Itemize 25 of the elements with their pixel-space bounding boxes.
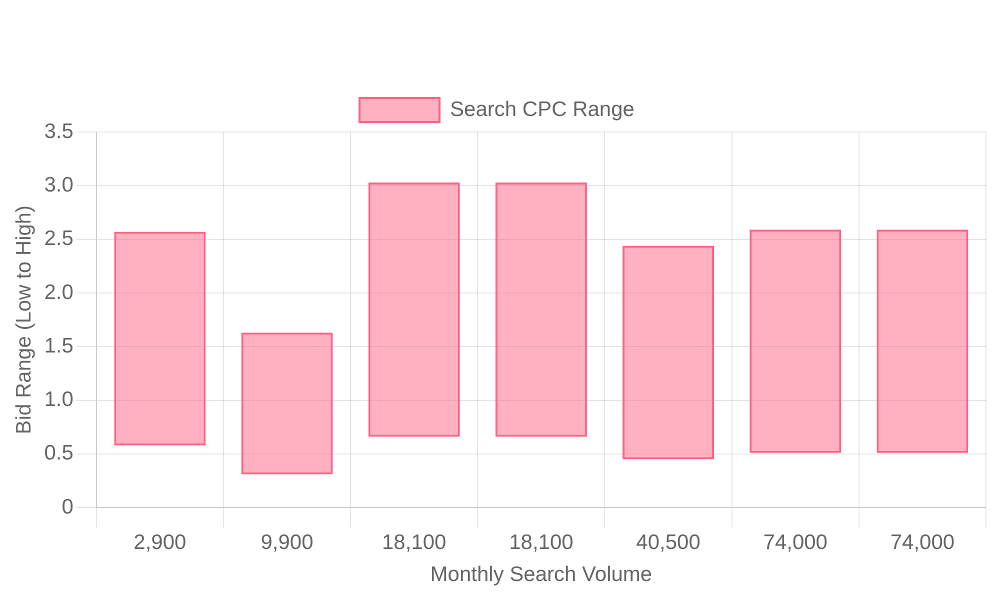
bar <box>750 230 842 453</box>
bar <box>495 182 587 437</box>
bar <box>114 232 206 446</box>
bar <box>368 182 460 437</box>
y-tick-label: 3.5 <box>44 120 74 143</box>
y-tick-label: 1.5 <box>44 334 74 358</box>
bar <box>876 230 968 453</box>
x-tick-label: 40,500 <box>636 530 700 554</box>
y-tick-label: 3.0 <box>44 173 74 196</box>
y-tick-label: 0.5 <box>44 442 74 465</box>
bar <box>622 246 714 460</box>
y-tick-label: 2.5 <box>44 227 74 250</box>
x-tick-label: 18,100 <box>382 530 446 554</box>
x-tick-label: 18,100 <box>509 530 574 554</box>
y-tick-label: 2.0 <box>44 280 74 304</box>
bar <box>241 332 333 474</box>
y-tick-label: 1.0 <box>44 388 74 412</box>
x-tick-label: 74,000 <box>763 530 828 554</box>
legend-label: Search CPC Range <box>450 98 634 121</box>
x-tick-label: 74,000 <box>890 530 955 554</box>
x-axis-title: Monthly Search Volume <box>430 563 652 586</box>
y-axis-title: Bid Range (Low to High) <box>12 205 36 434</box>
y-tick-label: 0 <box>62 495 74 518</box>
x-tick-label: 2,900 <box>134 530 186 554</box>
x-tick-label: 9,900 <box>260 530 314 554</box>
